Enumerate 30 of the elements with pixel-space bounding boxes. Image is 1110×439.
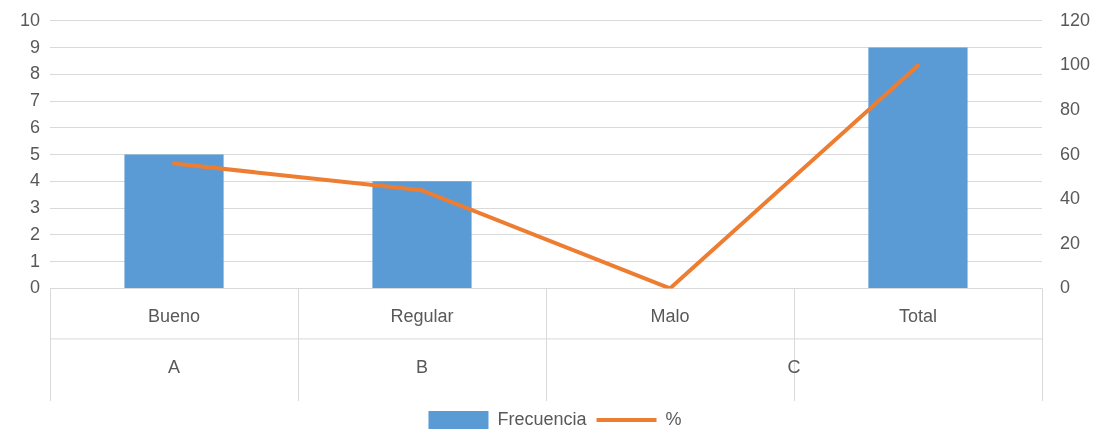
y-tick-label: 4 — [30, 170, 41, 191]
text: C — [787, 357, 801, 378]
text: B — [415, 357, 429, 378]
legend-label: Frecuencia — [497, 408, 588, 429]
legend-label: % — [665, 408, 682, 429]
y2-tick-label: 100 — [1059, 54, 1091, 75]
x-tick-label: Malo — [650, 306, 690, 327]
y-tick-label: 6 — [30, 116, 41, 137]
text: A — [168, 357, 181, 378]
y-tick-label: 3 — [30, 197, 41, 218]
bar — [124, 154, 224, 288]
y-tick-label: 10 — [19, 9, 41, 30]
x-tick-label: Total — [898, 306, 937, 327]
y2-tick-label: 60 — [1059, 143, 1080, 164]
bar — [868, 47, 968, 288]
y2-tick-label: 0 — [1059, 277, 1070, 298]
x-tick-label: Regular — [390, 306, 454, 327]
y2-tick-label: 120 — [1059, 9, 1091, 30]
y-tick-label: 2 — [30, 223, 41, 244]
y-tick-label: 0 — [30, 277, 41, 298]
y-tick-label: 7 — [30, 90, 41, 111]
bar — [372, 181, 472, 288]
y-tick-label: 9 — [30, 36, 41, 57]
y-tick-label: 5 — [30, 143, 41, 164]
y2-tick-label: 80 — [1059, 98, 1080, 119]
y-tick-label: 1 — [30, 250, 41, 271]
y2-tick-label: 40 — [1059, 188, 1080, 209]
x-tick-label: Bueno — [147, 306, 201, 327]
y2-tick-label: 20 — [1059, 232, 1080, 253]
y-tick-label: 8 — [30, 63, 41, 84]
